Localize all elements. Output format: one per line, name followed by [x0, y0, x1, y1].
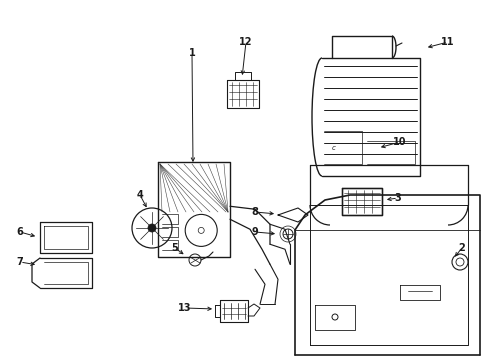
- Text: 3: 3: [394, 193, 401, 203]
- Text: 9: 9: [252, 227, 258, 237]
- Text: 4: 4: [137, 190, 144, 200]
- Text: 8: 8: [251, 207, 258, 217]
- Text: 12: 12: [239, 37, 253, 47]
- Text: 11: 11: [441, 37, 455, 47]
- Text: 13: 13: [178, 303, 192, 313]
- Text: c: c: [332, 145, 336, 151]
- Text: 5: 5: [172, 243, 178, 253]
- Text: 6: 6: [17, 227, 24, 237]
- Circle shape: [148, 224, 156, 232]
- Text: 7: 7: [17, 257, 24, 267]
- Text: 1: 1: [189, 48, 196, 58]
- Text: 10: 10: [393, 137, 407, 147]
- Text: 2: 2: [459, 243, 466, 253]
